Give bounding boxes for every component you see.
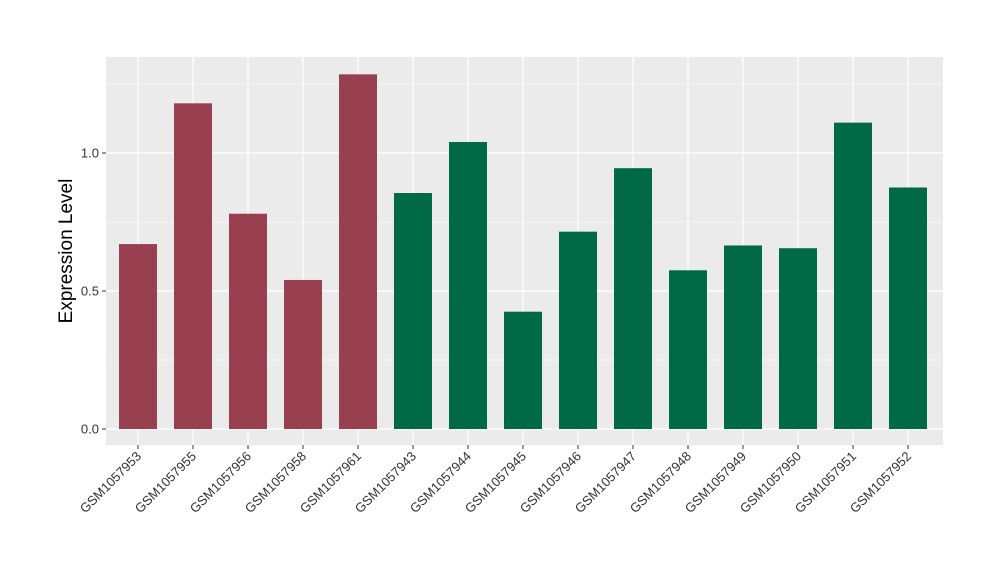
- bar-gsm1057946: [559, 231, 597, 429]
- y-axis: 0.0 0.5 1.0: [81, 146, 106, 437]
- bar-gsm1057953: [119, 244, 157, 429]
- bar-gsm1057945: [504, 311, 542, 429]
- bar-gsm1057948: [669, 270, 707, 429]
- bar-gsm1057949: [724, 245, 762, 429]
- bar-gsm1057961: [339, 74, 377, 429]
- bar-gsm1057950: [779, 248, 817, 429]
- bars: [119, 74, 927, 429]
- bar-gsm1057952: [889, 187, 927, 429]
- y-tick-label: 0.0: [81, 422, 99, 437]
- bar-gsm1057951: [834, 122, 872, 429]
- bar-gsm1057947: [614, 168, 652, 429]
- bar-gsm1057956: [229, 213, 267, 429]
- y-axis-title: Expression Level: [56, 179, 77, 324]
- bar-gsm1057943: [394, 193, 432, 429]
- bar-gsm1057955: [174, 103, 212, 429]
- bar-gsm1057944: [449, 141, 487, 429]
- y-tick-label: 0.5: [81, 284, 99, 299]
- y-tick-label: 1.0: [81, 146, 99, 161]
- bar-gsm1057958: [284, 279, 322, 429]
- x-axis: GSM1057953GSM1057955GSM1057956GSM1057958…: [77, 445, 914, 516]
